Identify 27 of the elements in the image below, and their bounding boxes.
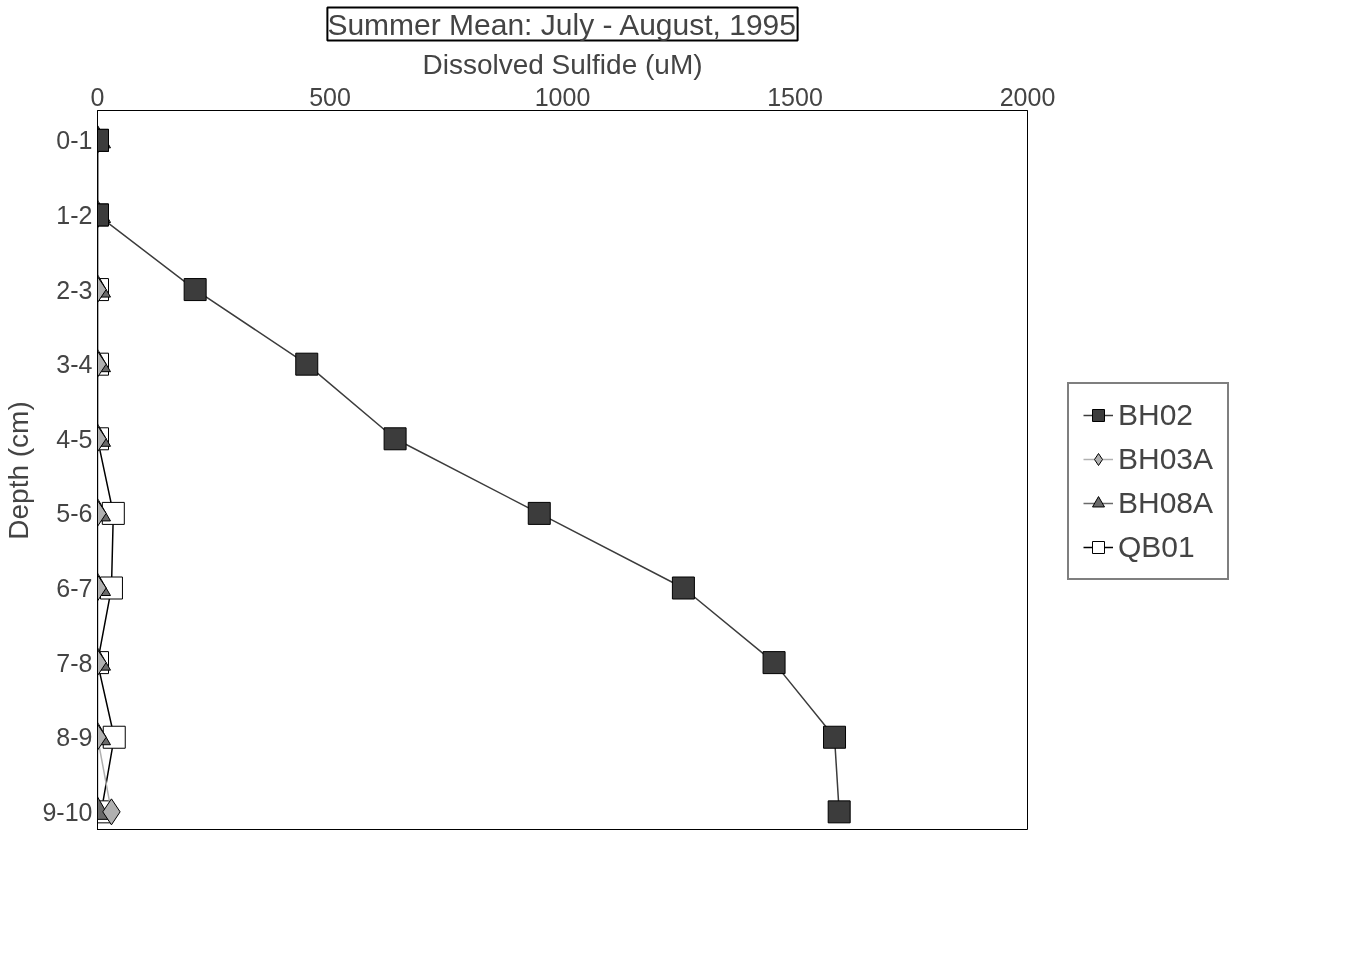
legend-label: BH08A [1118,486,1214,520]
legend-label: BH02 [1118,398,1194,432]
point [823,725,847,749]
x-tick-label: 2000 [999,82,1056,111]
y-tick-label: 2-3 [56,275,93,304]
y-tick-label: 1-2 [56,200,93,229]
x-tick-label: 500 [309,82,351,111]
y-tick-label: 0-1 [56,126,93,155]
point [762,651,786,675]
point [527,501,551,525]
x-tick-label: 1000 [534,82,591,111]
legend-label: BH03A [1118,442,1214,476]
x-axis-title: Dissolved Sulfide (uM) [422,48,703,80]
point [671,576,695,600]
y-tick-label: 7-8 [56,648,93,677]
y-tick-label: 6-7 [56,574,93,603]
y-tick-label: 4-5 [56,424,93,453]
legend-label: QB01 [1118,530,1195,564]
x-tick-label: 0 [90,82,105,111]
y-tick-label: 9-10 [42,797,93,826]
y-tick-label: 5-6 [56,499,93,528]
chart-title: Summer Mean: July - August, 1995 [327,7,796,41]
y-tick-label: 3-4 [56,350,93,379]
x-tick-label: 1500 [767,82,823,111]
point [827,800,851,824]
y-tick-label: 8-9 [56,723,93,752]
y-axis-title: Depth (cm) [3,401,35,540]
